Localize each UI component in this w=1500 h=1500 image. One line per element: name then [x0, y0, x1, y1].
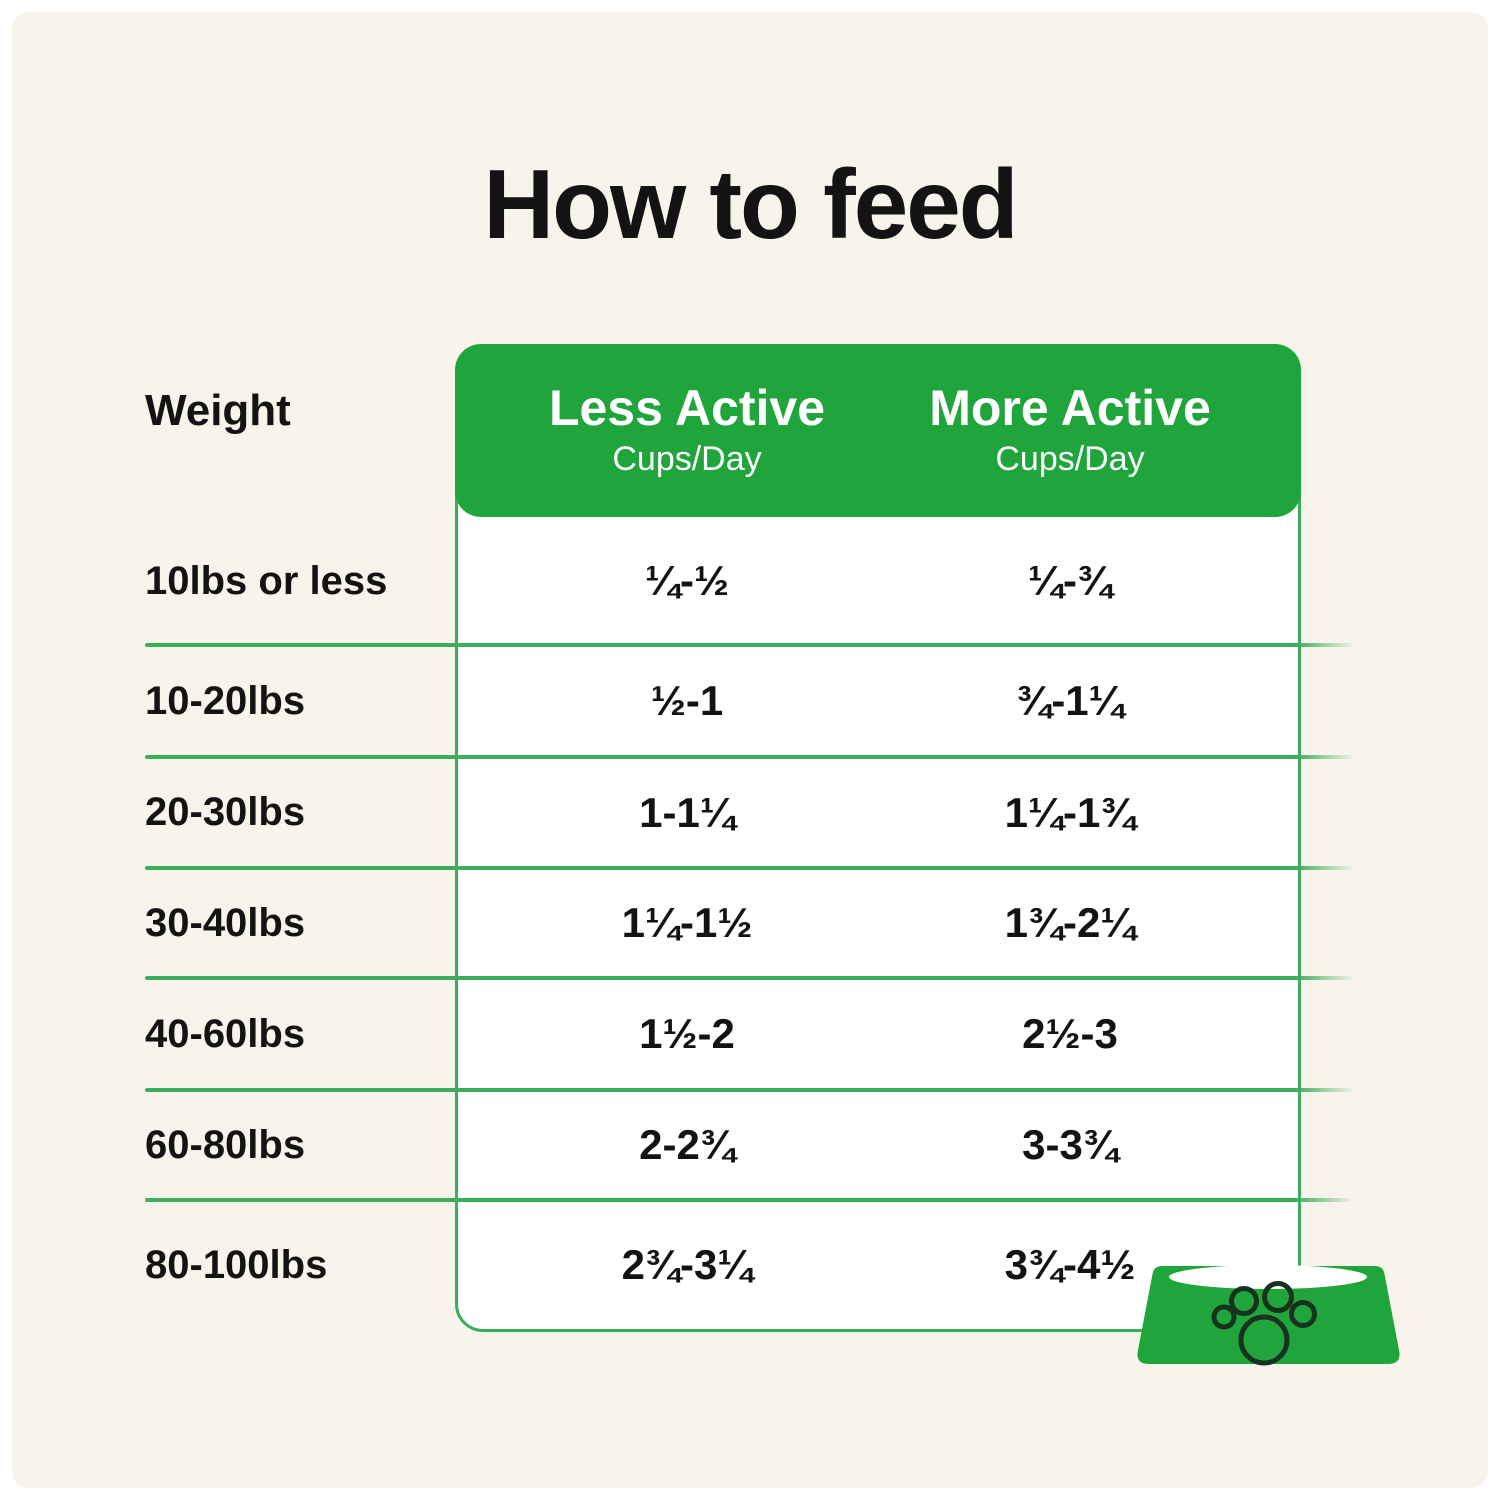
weight-cell: 80-100lbs: [145, 1242, 328, 1287]
column-label: Less Active: [548, 379, 826, 436]
more-active-cell: 2½-3: [1022, 1010, 1118, 1057]
less-active-cell: 2-2¾: [639, 1121, 735, 1168]
column-sublabel: Cups/Day: [612, 440, 762, 479]
column-sublabel: Cups/Day: [995, 440, 1145, 479]
table-header-band: Less Active Cups/Day More Active Cups/Da…: [455, 344, 1301, 517]
weight-cell: 10-20lbs: [145, 678, 306, 723]
less-active-cell: ½-1: [650, 677, 724, 724]
row-separator-line: [145, 755, 1355, 759]
paw-print-icon: [1211, 1281, 1317, 1366]
row-separator-line: [145, 976, 1355, 980]
weight-cell: 10lbs or less: [145, 558, 388, 603]
more-active-cell: ¼-¾: [1027, 557, 1113, 604]
row-separator-line: [145, 643, 1355, 647]
table-row: 10lbs or less ¼-½ ¼-¾: [0, 517, 1500, 645]
column-header-more-active: More Active Cups/Day: [870, 344, 1270, 517]
table-row: 20-30lbs 1-1¼ 1¼-1¾: [0, 757, 1500, 868]
table-row: 60-80lbs 2-2¾ 3-3¾: [0, 1090, 1500, 1200]
column-label: More Active: [929, 379, 1211, 436]
less-active-cell: 1½-2: [639, 1010, 735, 1057]
weight-cell: 60-80lbs: [145, 1122, 306, 1167]
weight-cell: 40-60lbs: [145, 1011, 306, 1056]
more-active-cell: ¾-1¼: [1016, 677, 1124, 724]
less-active-cell: 2¾-3¼: [621, 1241, 753, 1288]
table-row: 40-60lbs 1½-2 2½-3: [0, 978, 1500, 1090]
less-active-cell: 1¼-1½: [621, 899, 753, 946]
table-row: 80-100lbs 2¾-3¼ 3¾-4½: [0, 1200, 1500, 1330]
more-active-cell: 1¼-1¾: [1004, 788, 1136, 836]
more-active-cell: 3-3¾: [1022, 1121, 1118, 1168]
table-row: 30-40lbs 1¼-1½ 1¾-2¼: [0, 868, 1500, 978]
column-header-less-active: Less Active Cups/Day: [487, 344, 887, 517]
less-active-cell: ¼-½: [644, 557, 730, 604]
weight-column-header: Weight: [145, 386, 291, 435]
row-separator-line: [145, 866, 1355, 870]
more-active-cell: 1¾-2¼: [1004, 899, 1136, 946]
weight-cell: 30-40lbs: [145, 900, 306, 945]
table-row: 10-20lbs ½-1 ¾-1¼: [0, 645, 1500, 757]
dog-bowl-icon: [1137, 1265, 1400, 1366]
less-active-cell: 1-1¼: [639, 788, 735, 836]
row-separator-line: [145, 1088, 1355, 1092]
row-separator-line: [145, 1198, 1355, 1202]
weight-cell: 20-30lbs: [145, 790, 306, 834]
more-active-cell: 3¾-4½: [1004, 1241, 1136, 1288]
page-title: How to feed: [483, 149, 1018, 259]
